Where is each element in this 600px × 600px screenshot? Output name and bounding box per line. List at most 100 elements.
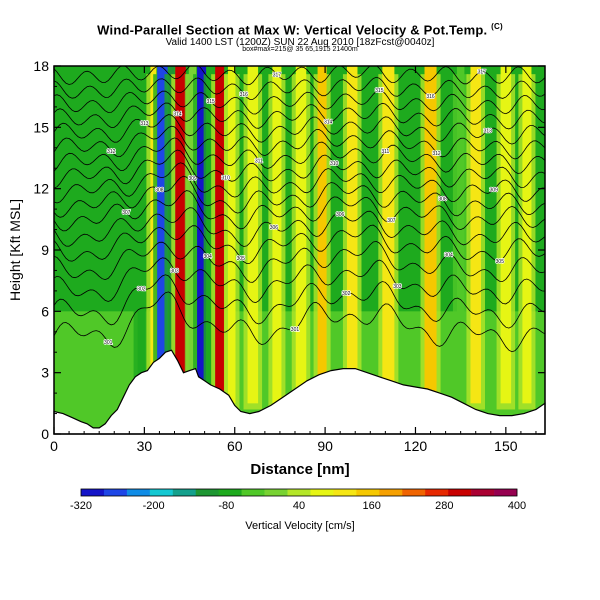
colorbar-label: Vertical Velocity [cm/s] xyxy=(245,520,354,532)
colorbar-swatch xyxy=(103,489,128,496)
terrain-mask xyxy=(53,349,546,435)
colorbar-tick-label: -80 xyxy=(218,500,234,512)
velocity-band xyxy=(223,66,240,410)
y-tick-label: 18 xyxy=(33,58,49,74)
colorbar-swatch xyxy=(241,489,265,496)
x-tick-label: 30 xyxy=(137,438,153,454)
colorbar-swatch xyxy=(310,489,334,496)
theta-contour xyxy=(54,66,545,86)
velocity-band xyxy=(133,66,150,410)
theta-contour-label: 308 xyxy=(438,197,447,203)
y-axis: 0 3 6 9 12 15 18 xyxy=(33,58,545,442)
colorbar-tick-label: 40 xyxy=(293,500,305,512)
theta-contour-label: 305 xyxy=(237,256,246,262)
x-tick-label: 120 xyxy=(404,438,428,454)
theta-contour-label: 313 xyxy=(140,121,149,127)
theta-contour-label: 308 xyxy=(155,187,164,193)
colorbar-swatch xyxy=(218,489,242,496)
theta-contour xyxy=(54,137,545,174)
theta-contour-label: 316 xyxy=(240,92,249,98)
y-axis-label: Height [Kft MSL] xyxy=(7,199,23,301)
colorbar-swatch xyxy=(333,489,357,496)
colorbar-tick-label: -320 xyxy=(70,500,92,512)
colorbar-swatch xyxy=(494,489,518,496)
theta-contour xyxy=(54,240,545,283)
theta-contour-label: 304 xyxy=(444,252,453,258)
velocity-band xyxy=(466,66,485,410)
velocity-band xyxy=(518,66,536,410)
colorbar-swatch xyxy=(287,489,311,496)
theta-contour-label: 306 xyxy=(270,225,279,231)
theta-contour xyxy=(54,257,545,305)
y-tick-label: 0 xyxy=(41,426,49,442)
velocity-band xyxy=(420,66,441,410)
colorbar-tick-label: 400 xyxy=(508,500,526,512)
vertical-velocity-field xyxy=(54,66,545,434)
x-tick-label: 60 xyxy=(227,438,243,454)
colorbar-swatch xyxy=(356,489,380,496)
colorbar: -320 -200 -80 40 160 280 400 xyxy=(70,488,526,512)
velocity-band xyxy=(342,66,362,410)
theta-contour-label: 303 xyxy=(393,284,402,290)
y-tick-label: 15 xyxy=(33,119,49,135)
y-tick-label: 3 xyxy=(41,365,49,381)
theta-contour-label: 307 xyxy=(387,218,396,224)
theta-contour-label: 301 xyxy=(291,327,300,333)
theta-contour-label: 315 xyxy=(375,88,384,94)
y-tick-label: 6 xyxy=(41,303,49,319)
theta-contour xyxy=(54,162,545,204)
velocity-band xyxy=(268,66,286,410)
colorbar-swatch xyxy=(425,489,449,496)
theta-contour xyxy=(54,291,545,353)
colorbar-swatch xyxy=(264,489,288,496)
theta-contour-label: 306 xyxy=(336,212,345,218)
x-tick-label: 0 xyxy=(50,438,58,454)
theta-contour-label: 302 xyxy=(342,291,351,297)
theta-contour xyxy=(54,224,545,265)
colorbar-frame xyxy=(80,488,518,497)
theta-contour xyxy=(54,175,545,218)
theta-contour-label: 305 xyxy=(496,259,505,265)
colorbar-swatch xyxy=(149,489,174,496)
theta-contour-label: 312 xyxy=(107,149,116,155)
theta-contour-label: 317 xyxy=(273,73,282,79)
theta-contour-label: 311 xyxy=(381,149,389,155)
colorbar-tick-label: 160 xyxy=(362,500,380,512)
theta-contour-label: 314 xyxy=(324,119,333,125)
theta-contour-label: 303 xyxy=(170,268,179,274)
velocity-band xyxy=(291,66,311,410)
theta-contour-label: 311 xyxy=(255,159,263,165)
theta-contour-label: 315 xyxy=(206,99,215,105)
theta-contour-label: 312 xyxy=(432,151,441,157)
theta-contour-label: 307 xyxy=(122,210,131,216)
colorbar-tick-label: -200 xyxy=(143,500,165,512)
colorbar-swatch xyxy=(402,489,426,496)
theta-contour-label: 313 xyxy=(484,128,493,134)
theta-contour-label: 310 xyxy=(330,161,339,167)
y-tick-label: 9 xyxy=(41,242,49,258)
colorbar-swatch xyxy=(172,489,197,496)
chart-subsubtitle: box#max=215@ 35 65,1915 21400m xyxy=(242,46,358,53)
velocity-band xyxy=(313,66,331,410)
colorbar-swatch xyxy=(471,489,495,496)
colorbar-swatch xyxy=(379,489,403,496)
theta-contour-label: 304 xyxy=(203,254,212,260)
theta-contour-label: 309 xyxy=(188,176,197,182)
theta-contour xyxy=(54,76,545,100)
theta-contour xyxy=(54,274,545,329)
x-tick-label: 150 xyxy=(494,438,518,454)
theta-contour-label: 301 xyxy=(104,340,113,346)
colorbar-swatch xyxy=(126,489,151,496)
copyright-mark: (C) xyxy=(491,22,503,31)
theta-contour xyxy=(54,89,545,115)
theta-contours: 301 301 302 302 303 303 304 304 305 305 306 306 307 3… xyxy=(54,66,545,353)
theta-contour xyxy=(54,207,545,247)
theta-contour-label: 310 xyxy=(222,176,231,182)
theta-contour-label: 317 xyxy=(478,69,487,75)
y-tick-label: 12 xyxy=(33,181,49,197)
chart-title: Wind-Parallel Section at Max W: Vertical… xyxy=(97,22,503,38)
velocity-band xyxy=(452,66,469,410)
x-axis-label: Distance [nm] xyxy=(250,461,349,478)
colorbar-swatch xyxy=(81,489,105,496)
colorbar-swatch xyxy=(448,489,472,496)
